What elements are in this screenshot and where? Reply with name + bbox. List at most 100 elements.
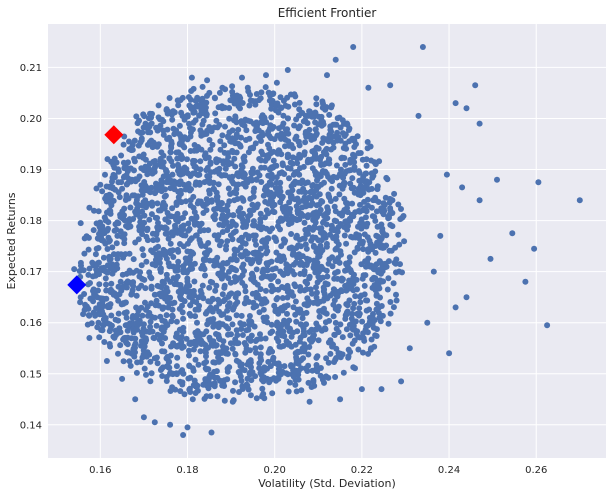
portfolio-point <box>140 414 147 421</box>
portfolio-point <box>144 171 151 178</box>
portfolio-point <box>232 350 239 357</box>
portfolio-point <box>168 318 175 325</box>
portfolio-point <box>192 390 199 396</box>
portfolio-point <box>220 160 227 167</box>
portfolio-point <box>153 322 160 329</box>
portfolio-point <box>362 272 369 279</box>
portfolio-point <box>257 296 264 302</box>
portfolio-point <box>103 358 110 364</box>
portfolio-point <box>229 256 235 263</box>
portfolio-point <box>294 254 301 261</box>
portfolio-point <box>154 236 161 243</box>
portfolio-point <box>358 261 365 268</box>
portfolio-point <box>162 202 169 209</box>
portfolio-point <box>131 167 137 174</box>
portfolio-point <box>218 312 225 318</box>
portfolio-point <box>256 309 263 316</box>
portfolio-point <box>188 74 195 81</box>
portfolio-point <box>226 115 233 122</box>
portfolio-point <box>379 244 386 251</box>
portfolio-point <box>229 321 236 328</box>
portfolio-point <box>224 376 231 383</box>
portfolio-point <box>368 345 375 352</box>
portfolio-point <box>130 320 137 327</box>
portfolio-point <box>353 331 360 337</box>
portfolio-point <box>361 337 368 344</box>
portfolio-point <box>257 216 264 223</box>
portfolio-point <box>305 362 312 369</box>
portfolio-point <box>94 324 101 331</box>
portfolio-point <box>355 150 362 157</box>
portfolio-point <box>146 329 153 335</box>
portfolio-point <box>258 89 265 96</box>
portfolio-point <box>157 367 164 373</box>
portfolio-point <box>376 158 383 165</box>
portfolio-point <box>219 84 226 91</box>
portfolio-point <box>230 149 236 156</box>
portfolio-point <box>111 164 118 171</box>
portfolio-point <box>161 225 167 231</box>
portfolio-point <box>154 360 161 367</box>
portfolio-point <box>310 257 317 264</box>
portfolio-point <box>214 393 221 400</box>
portfolio-point <box>123 314 130 321</box>
portfolio-point <box>329 343 336 350</box>
portfolio-point <box>302 189 309 196</box>
portfolio-point <box>398 206 404 212</box>
portfolio-point <box>202 155 209 162</box>
portfolio-point <box>128 178 134 185</box>
portfolio-point <box>133 369 140 376</box>
portfolio-point <box>126 138 132 145</box>
portfolio-point <box>345 354 352 361</box>
portfolio-point <box>181 144 188 151</box>
portfolio-point <box>191 260 198 267</box>
portfolio-point <box>397 261 403 268</box>
portfolio-point <box>157 122 164 129</box>
portfolio-point <box>348 269 355 276</box>
portfolio-point <box>161 348 168 355</box>
portfolio-point <box>393 297 400 304</box>
portfolio-point <box>331 332 338 338</box>
portfolio-point <box>149 230 156 237</box>
portfolio-point <box>472 82 479 89</box>
portfolio-point <box>143 337 150 344</box>
portfolio-point <box>136 153 143 160</box>
portfolio-point <box>321 305 327 312</box>
portfolio-point <box>278 243 285 250</box>
portfolio-point <box>383 174 390 181</box>
portfolio-point <box>295 367 302 374</box>
portfolio-point <box>351 135 358 142</box>
portfolio-point <box>248 364 254 371</box>
portfolio-point <box>333 238 340 244</box>
portfolio-point <box>267 173 274 180</box>
portfolio-point <box>86 312 93 319</box>
portfolio-point <box>214 374 221 381</box>
portfolio-point <box>200 256 207 263</box>
portfolio-point <box>348 284 355 291</box>
portfolio-point <box>268 105 275 112</box>
portfolio-point <box>230 306 236 313</box>
portfolio-point <box>254 201 261 208</box>
portfolio-point <box>166 155 173 162</box>
portfolio-point <box>343 224 350 231</box>
portfolio-point <box>311 332 317 339</box>
portfolio-point <box>106 237 113 244</box>
portfolio-point <box>232 163 239 170</box>
portfolio-point <box>185 94 192 101</box>
portfolio-point <box>146 216 153 223</box>
portfolio-point <box>291 101 298 108</box>
portfolio-point <box>238 167 245 174</box>
portfolio-point <box>128 291 135 298</box>
portfolio-point <box>201 131 208 138</box>
portfolio-point <box>85 246 92 253</box>
portfolio-point <box>223 345 230 352</box>
portfolio-point <box>349 200 356 207</box>
portfolio-point <box>163 285 170 291</box>
portfolio-point <box>139 208 146 215</box>
portfolio-point <box>318 117 325 124</box>
portfolio-point <box>184 240 191 247</box>
portfolio-point <box>241 171 248 178</box>
y-tick-label: 0.14 <box>20 420 42 431</box>
portfolio-point <box>224 238 231 245</box>
portfolio-point <box>303 286 310 293</box>
